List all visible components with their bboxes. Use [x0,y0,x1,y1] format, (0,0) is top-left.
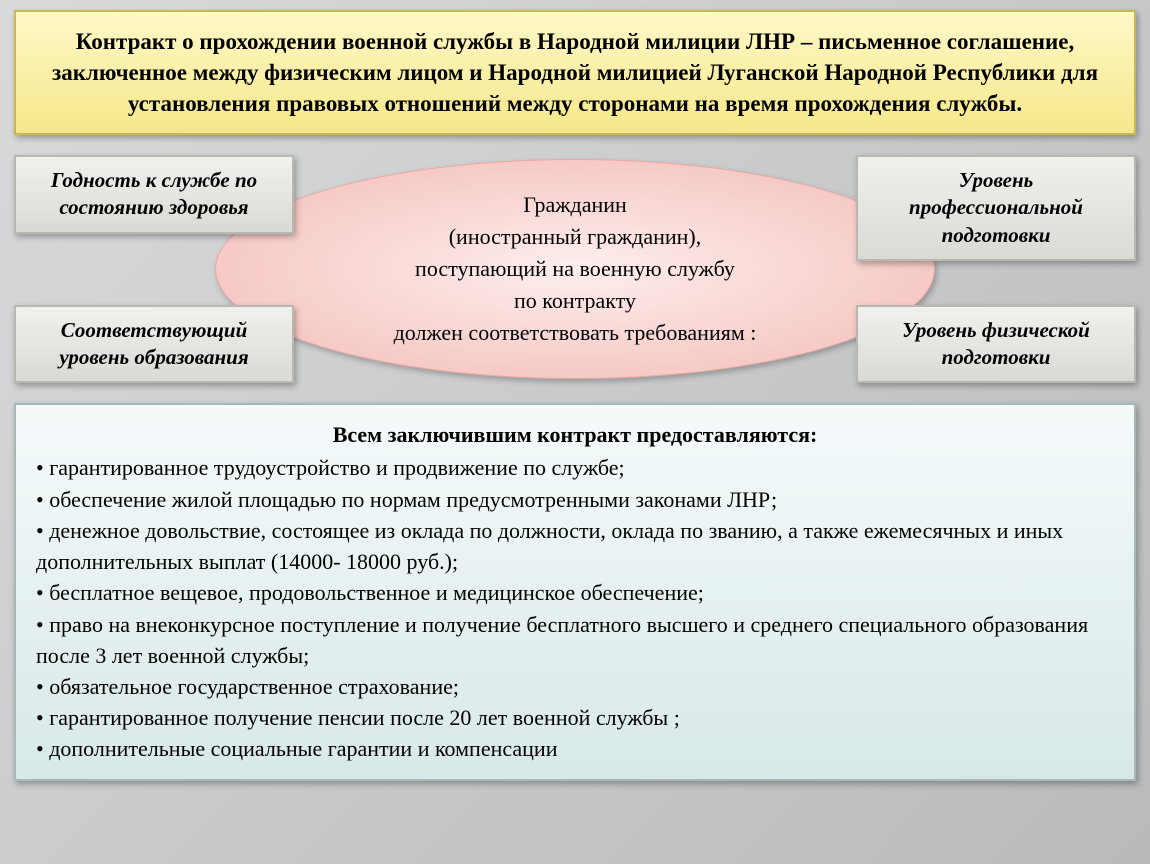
benefit-item: • обеспечение жилой площадью по нормам п… [36,484,1114,515]
title-text: Контракт о прохождении военной службы в … [52,29,1098,116]
requirement-text: Уровень профессиональной подготовки [909,168,1083,247]
benefit-item: • дополнительные социальные гарантии и к… [36,733,1114,764]
center-oval: Гражданин (иностранный гражданин), посту… [215,159,935,379]
benefit-item: • гарантированное получение пенсии после… [36,702,1114,733]
benefits-heading: Всем заключившим контракт предоставляютс… [36,419,1114,450]
requirement-top-left: Годность к службе по состоянию здоровья [14,155,294,234]
requirement-bottom-left: Соответствующий уровень образования [14,305,294,384]
benefits-box: Всем заключившим контракт предоставляютс… [14,403,1136,781]
requirement-text: Уровень физической подготовки [902,318,1090,369]
requirement-text: Годность к службе по состоянию здоровья [51,168,257,219]
title-box: Контракт о прохождении военной службы в … [14,10,1136,135]
benefit-item: • обязательное государственное страхован… [36,671,1114,702]
benefit-item: • денежное довольствие, состоящее из окл… [36,515,1114,577]
requirement-text: Соответствующий уровень образования [59,318,248,369]
benefit-item: • бесплатное вещевое, продовольственное … [36,577,1114,608]
requirements-section: Гражданин (иностранный гражданин), посту… [14,149,1136,389]
requirement-top-right: Уровень профессиональной подготовки [856,155,1136,261]
requirement-bottom-right: Уровень физической подготовки [856,305,1136,384]
center-oval-text: Гражданин (иностранный гражданин), посту… [394,189,757,348]
benefit-item: • право на внеконкурсное поступление и п… [36,609,1114,671]
benefit-item: • гарантированное трудоустройство и прод… [36,452,1114,483]
benefits-list: • гарантированное трудоустройство и прод… [36,452,1114,764]
